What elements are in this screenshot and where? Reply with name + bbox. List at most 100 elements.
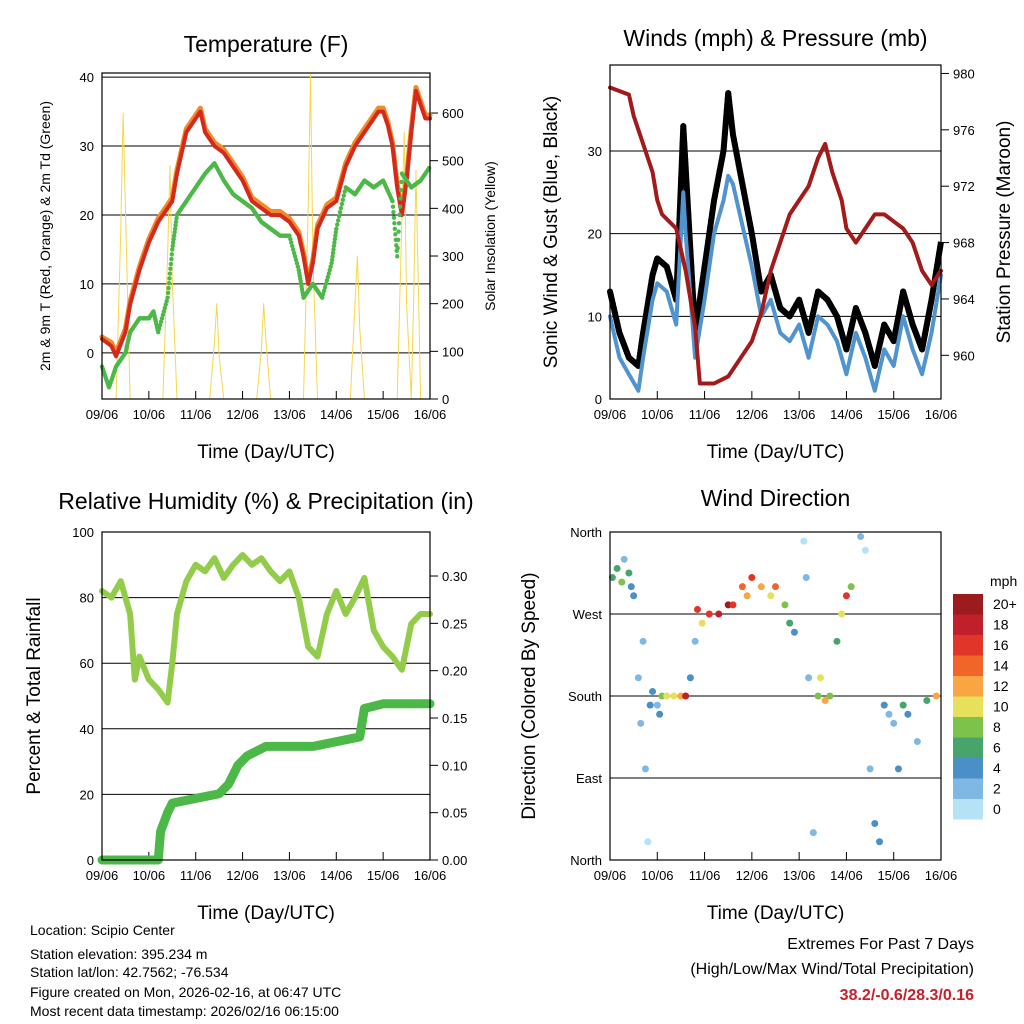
direction-point bbox=[693, 605, 701, 613]
y-right-tick-label: 200 bbox=[442, 297, 464, 312]
x-tick-label: 14/06 bbox=[320, 407, 353, 422]
location-text: Location: Scipio Center bbox=[30, 922, 175, 938]
data-point bbox=[288, 236, 293, 242]
data-point bbox=[390, 198, 395, 204]
direction-point bbox=[715, 610, 723, 618]
direction-point bbox=[682, 692, 690, 700]
data-point bbox=[333, 233, 338, 238]
direction-point bbox=[613, 564, 621, 572]
direction-point bbox=[786, 619, 794, 627]
legend-swatch bbox=[953, 717, 983, 738]
data-point bbox=[325, 274, 331, 280]
data-point bbox=[172, 226, 178, 231]
y-right-tick-label: 960 bbox=[953, 348, 975, 363]
direction-point bbox=[634, 674, 642, 682]
data-point bbox=[289, 240, 294, 245]
data-point bbox=[166, 285, 171, 291]
plot-frame bbox=[101, 531, 431, 861]
data-point bbox=[320, 292, 326, 297]
y-right-tick-label: 0.25 bbox=[442, 616, 467, 631]
direction-point bbox=[842, 592, 850, 600]
x-tick-label: 13/06 bbox=[273, 407, 306, 422]
data-point bbox=[167, 276, 172, 281]
y-tick-label: 10 bbox=[588, 309, 602, 324]
legend-swatch bbox=[953, 696, 983, 717]
data-point bbox=[174, 216, 179, 221]
data-point bbox=[328, 264, 333, 269]
direction-point bbox=[705, 610, 713, 618]
chart-title: Wind Direction bbox=[701, 485, 851, 511]
data-point bbox=[329, 261, 334, 266]
legend-label: 4 bbox=[993, 760, 1001, 776]
y-right-tick-label: 0.15 bbox=[442, 711, 467, 726]
direction-point bbox=[814, 692, 822, 700]
x-tick-label: 15/06 bbox=[877, 407, 910, 422]
data-point bbox=[397, 204, 403, 209]
x-tick-label: 12/06 bbox=[736, 868, 769, 883]
legend-swatch bbox=[953, 676, 983, 697]
y-tick-label: 80 bbox=[80, 591, 94, 606]
y-right-tick-label: 300 bbox=[442, 249, 464, 264]
x-tick-label: 12/06 bbox=[226, 868, 259, 883]
data-point bbox=[164, 298, 169, 304]
data-point bbox=[326, 271, 331, 276]
data-point bbox=[165, 290, 171, 296]
direction-point bbox=[932, 692, 940, 700]
data-point bbox=[168, 261, 174, 267]
y-right-tick-label: 0.30 bbox=[442, 569, 467, 584]
legend-swatch bbox=[953, 614, 983, 635]
data-point bbox=[338, 205, 344, 211]
y-tick-label: 10 bbox=[80, 277, 94, 292]
direction-point bbox=[894, 765, 902, 773]
data-point bbox=[330, 250, 336, 256]
data-point bbox=[295, 264, 301, 269]
data-point bbox=[399, 179, 404, 185]
data-point bbox=[331, 243, 337, 249]
direction-point bbox=[821, 697, 829, 705]
data-point bbox=[162, 305, 167, 311]
direction-point bbox=[698, 619, 706, 627]
y-right-tick-label: 600 bbox=[442, 106, 464, 121]
x-axis-label: Time (Day/UTC) bbox=[707, 903, 845, 924]
legend-label: 14 bbox=[993, 658, 1009, 674]
y-tick-label: 100 bbox=[72, 525, 94, 540]
x-tick-label: 15/06 bbox=[367, 868, 400, 883]
extremes-values: 38.2/-0.6/28.3/0.16 bbox=[839, 987, 974, 1004]
data-point bbox=[392, 226, 398, 231]
data-point bbox=[292, 254, 298, 259]
y-right-tick-label: 0.00 bbox=[442, 853, 467, 868]
direction-point bbox=[833, 637, 841, 645]
x-tick-label: 10/06 bbox=[641, 868, 674, 883]
data-point bbox=[395, 237, 401, 242]
direction-point bbox=[637, 719, 645, 727]
y-axis-right-label: Solar Insolation (Yellow) bbox=[482, 161, 498, 311]
x-axis-label: Time (Day/UTC) bbox=[197, 442, 335, 463]
direction-point bbox=[876, 838, 884, 846]
direction-point bbox=[649, 687, 657, 695]
direction-point bbox=[885, 710, 893, 718]
data-point bbox=[294, 261, 300, 266]
direction-point bbox=[625, 569, 633, 577]
direction-point bbox=[644, 838, 652, 846]
legend-label: 18 bbox=[993, 617, 1009, 633]
data-point bbox=[329, 257, 335, 262]
data-point bbox=[330, 254, 335, 259]
y-right-tick-label: 500 bbox=[442, 154, 464, 169]
data-point bbox=[395, 254, 400, 259]
data-point bbox=[290, 247, 296, 252]
legend-label: 0 bbox=[993, 801, 1001, 817]
data-point bbox=[341, 193, 346, 198]
x-tick-label: 11/06 bbox=[689, 868, 721, 883]
x-tick-label: 15/06 bbox=[367, 407, 400, 422]
x-tick-label: 09/06 bbox=[594, 407, 627, 422]
data-point bbox=[163, 302, 168, 307]
x-tick-label: 09/06 bbox=[594, 868, 627, 883]
series-2m-td bbox=[99, 161, 432, 390]
direction-point bbox=[772, 583, 779, 591]
data-point bbox=[320, 295, 325, 300]
y-right-tick-label: 980 bbox=[953, 66, 975, 81]
direction-point bbox=[802, 574, 810, 582]
direction-point bbox=[816, 674, 824, 682]
extremes-subtitle: (High/Low/Max Wind/Total Precipitation) bbox=[690, 961, 974, 978]
